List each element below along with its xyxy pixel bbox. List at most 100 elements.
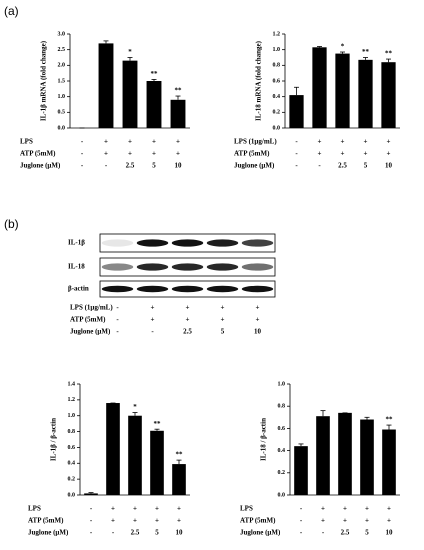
condition-value: - xyxy=(105,162,108,170)
condition-value: - xyxy=(295,150,298,158)
condition-value: 10 xyxy=(386,529,394,537)
condition-value: + xyxy=(321,505,325,513)
condition-value: - xyxy=(295,138,298,146)
condition-value: + xyxy=(177,505,181,513)
condition-value: + xyxy=(128,138,132,146)
bar xyxy=(122,60,138,129)
bar xyxy=(382,429,396,495)
y-tick-label: 0.6 xyxy=(278,426,286,432)
bar xyxy=(312,47,327,128)
condition-value: + xyxy=(343,517,347,525)
condition-value: + xyxy=(155,505,159,513)
bar xyxy=(358,59,373,128)
blot-band xyxy=(241,239,274,247)
y-tick-label: 1.0 xyxy=(58,94,66,100)
significance: ** xyxy=(154,420,162,428)
y-tick-label: 0.0 xyxy=(58,125,66,131)
y-tick-label: 0.6 xyxy=(273,78,281,84)
condition-value: + xyxy=(104,138,108,146)
y-tick-label: 0.6 xyxy=(68,445,76,451)
y-axis-label: IL-1β mRNA (fold change) xyxy=(40,40,48,121)
condition-value: + xyxy=(318,150,322,158)
condition-value: + xyxy=(177,517,181,525)
condition-value: + xyxy=(221,304,225,312)
bar xyxy=(84,493,98,495)
condition-value: - xyxy=(300,505,303,513)
condition-name: Juglone (μM) xyxy=(70,328,111,336)
condition-value: + xyxy=(104,150,108,158)
condition-value: - xyxy=(300,517,303,525)
condition-value: 5 xyxy=(221,328,225,336)
condition-value: + xyxy=(186,316,190,324)
condition-value: 10 xyxy=(175,162,183,170)
blot-label: β-actin xyxy=(68,285,89,293)
blot-band xyxy=(136,285,169,293)
condition-value: 5 xyxy=(155,529,159,537)
y-axis-label: IL-1β / β-actin xyxy=(50,418,58,461)
y-tick-label: 1.4 xyxy=(68,381,76,387)
condition-value: + xyxy=(387,505,391,513)
significance: ** xyxy=(151,70,159,78)
condition-value: 5 xyxy=(364,162,368,170)
condition-name: LPS xyxy=(20,138,33,146)
condition-value: + xyxy=(128,150,132,158)
y-tick-label: 1.0 xyxy=(278,381,286,387)
significance: * xyxy=(133,403,137,411)
blot-band xyxy=(171,239,204,247)
condition-value: + xyxy=(151,304,155,312)
condition-value: + xyxy=(387,138,391,146)
bar xyxy=(98,43,114,128)
condition-value: + xyxy=(111,517,115,525)
condition-name: LPS (1μg/mL) xyxy=(234,138,277,146)
blot-band xyxy=(206,263,239,271)
condition-name: LPS xyxy=(240,505,253,513)
bar xyxy=(128,415,142,495)
condition-value: + xyxy=(111,505,115,513)
y-tick-label: 1.5 xyxy=(58,78,66,84)
condition-value: + xyxy=(152,150,156,158)
condition-value: - xyxy=(90,517,93,525)
y-tick-label: 0.4 xyxy=(68,461,76,467)
y-tick-label: 0.4 xyxy=(273,94,281,100)
bar xyxy=(335,53,350,129)
bar xyxy=(146,81,162,128)
bar xyxy=(294,446,308,495)
condition-name: Juglone (μM) xyxy=(20,162,61,170)
condition-value: 2.5 xyxy=(183,328,192,336)
blot-band xyxy=(241,263,274,271)
condition-value: - xyxy=(81,150,84,158)
condition-value: - xyxy=(300,529,303,537)
y-tick-label: 1.2 xyxy=(273,31,281,37)
y-tick-label: 0.0 xyxy=(278,492,286,498)
significance: ** xyxy=(386,416,394,424)
condition-value: 2.5 xyxy=(126,162,135,170)
bar xyxy=(106,403,120,495)
condition-value: + xyxy=(364,150,368,158)
y-tick-label: 0.2 xyxy=(278,470,286,476)
condition-value: 5 xyxy=(152,162,156,170)
condition-value: + xyxy=(387,517,391,525)
blot-label: IL-18 xyxy=(68,263,85,271)
condition-value: + xyxy=(133,517,137,525)
bar xyxy=(289,95,304,128)
significance: ** xyxy=(385,50,393,58)
y-tick-label: 1.0 xyxy=(273,47,281,53)
condition-name: Juglone (μM) xyxy=(240,529,281,537)
panel-label: (b) xyxy=(4,217,19,231)
y-tick-label: 0.8 xyxy=(278,404,286,410)
condition-value: - xyxy=(318,162,321,170)
significance: * xyxy=(128,48,132,56)
condition-value: 10 xyxy=(176,529,184,537)
condition-value: + xyxy=(256,304,260,312)
bar xyxy=(360,419,374,495)
y-tick-label: 0.8 xyxy=(68,429,76,435)
condition-value: - xyxy=(151,328,154,336)
y-tick-label: 0.8 xyxy=(273,63,281,69)
y-axis-label: IL-18 / β-actin xyxy=(260,418,268,461)
bar xyxy=(316,416,330,495)
y-axis-label: IL-18 mRNA (fold change) xyxy=(255,40,263,121)
condition-value: 5 xyxy=(365,529,369,537)
significance: ** xyxy=(175,87,183,95)
y-tick-label: 0.2 xyxy=(273,110,281,116)
